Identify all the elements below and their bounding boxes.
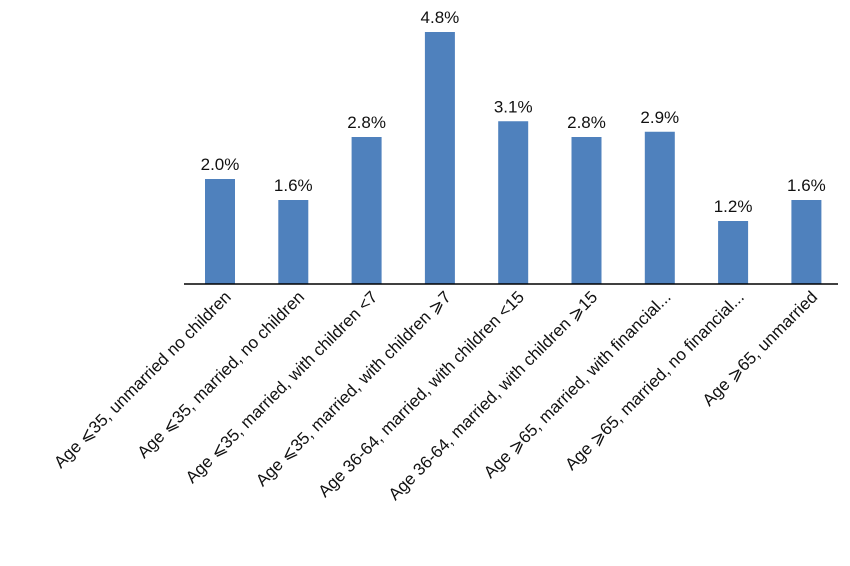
bar-value-label-7: 2.9%: [640, 108, 679, 127]
bar-5: [498, 121, 529, 284]
bar-9: [791, 200, 822, 284]
bar-value-label-3: 2.8%: [347, 113, 386, 132]
bar-6: [571, 137, 602, 284]
bar-8: [718, 221, 749, 284]
bar-value-label-5: 3.1%: [494, 97, 533, 116]
bar-value-label-1: 2.0%: [201, 155, 240, 174]
bar-2: [278, 200, 309, 284]
bar-value-label-8: 1.2%: [714, 197, 753, 216]
bar-value-label-6: 2.8%: [567, 113, 606, 132]
bar-value-label-2: 1.6%: [274, 176, 313, 195]
bar-7: [644, 131, 675, 284]
bar-3: [351, 137, 382, 284]
bar-value-label-9: 1.6%: [787, 176, 826, 195]
bar-4: [424, 32, 455, 284]
bars-group: [205, 32, 822, 284]
value-labels-group: 2.0% 1.6% 2.8% 4.8% 3.1% 2.8% 2.9% 1.2% 1.6%: [201, 8, 826, 216]
bar-value-label-4: 4.8%: [421, 8, 460, 27]
bar-1: [205, 179, 235, 284]
